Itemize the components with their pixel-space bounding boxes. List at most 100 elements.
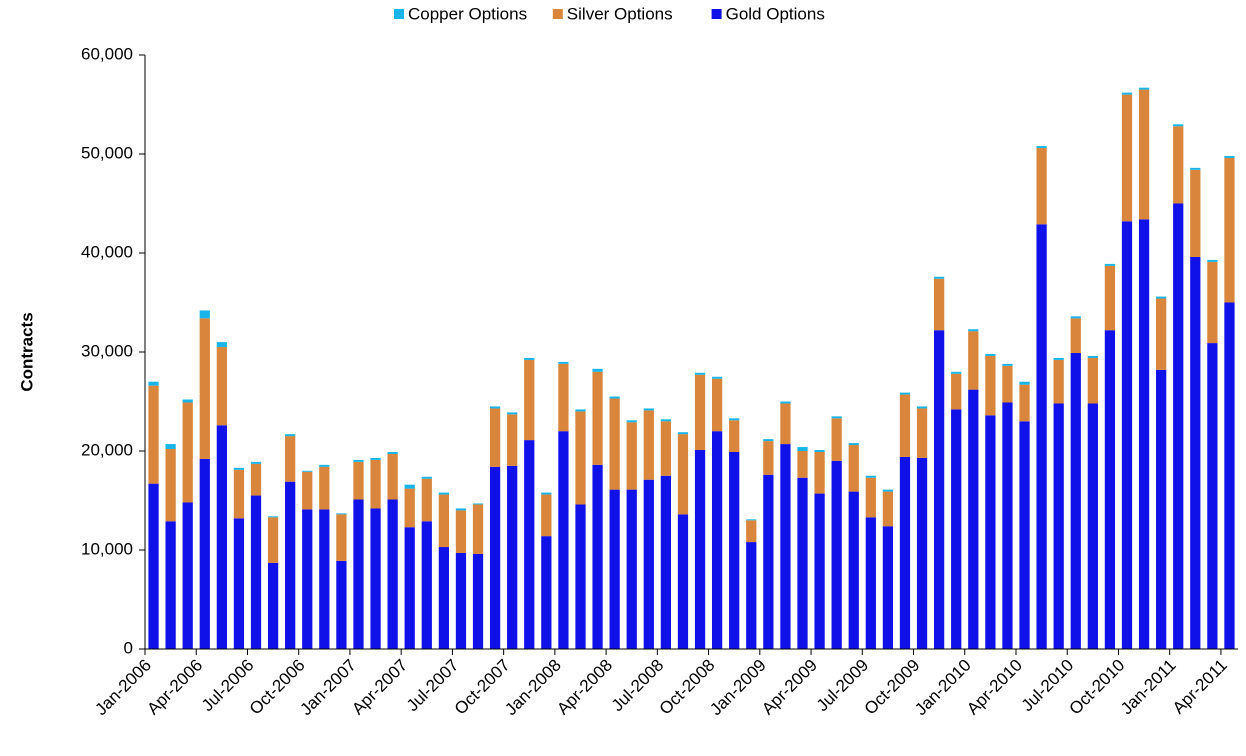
bar-segment	[541, 536, 552, 649]
bar-segment	[250, 461, 262, 464]
bar-segment	[182, 399, 193, 403]
bar-segment	[558, 363, 569, 432]
legend-label: Silver Options	[567, 4, 673, 23]
bar-segment	[353, 459, 364, 462]
bar-segment	[233, 467, 245, 470]
bar-segment	[421, 521, 432, 649]
bar-segment	[763, 439, 774, 442]
bar-segment	[267, 517, 279, 563]
bar-segment	[1070, 318, 1081, 353]
bar-segment	[199, 310, 210, 319]
y-tick-label: 60,000	[81, 44, 133, 63]
bar-segment	[916, 457, 928, 649]
bar-segment	[626, 422, 637, 490]
bar-segment	[1053, 403, 1064, 649]
bar-segment	[1173, 124, 1184, 127]
bar-segment	[660, 421, 672, 476]
bar-segment	[729, 420, 740, 452]
bar-segment	[199, 318, 210, 459]
bar-segment	[1036, 224, 1047, 650]
bar-segment	[746, 542, 757, 649]
bar-segment	[524, 440, 535, 649]
bar-segment	[353, 461, 364, 500]
bar-segment	[455, 552, 467, 649]
bar-segment	[165, 521, 176, 649]
bar-segment	[626, 489, 637, 649]
bar-segment	[797, 477, 808, 649]
bar-segment	[1121, 221, 1133, 649]
bar-segment	[233, 518, 245, 649]
bar-segment	[934, 278, 945, 331]
bar-segment	[575, 411, 586, 505]
bar-segment	[746, 519, 757, 521]
bar-segment	[336, 560, 347, 649]
x-tick-label: Apr-2006	[143, 656, 206, 719]
y-tick-label: 0	[124, 638, 133, 657]
bar-segment	[1070, 352, 1081, 649]
bar-segment	[1173, 203, 1184, 649]
bar-segment	[916, 406, 928, 409]
bar-segment	[609, 398, 620, 490]
bar-segment	[370, 459, 381, 509]
bar-segment	[1224, 302, 1235, 649]
legend-swatch	[552, 9, 563, 19]
bar-segment	[848, 491, 859, 649]
x-tick-label: Apr-2009	[758, 656, 821, 719]
bar-segment	[404, 527, 415, 649]
bar-segment	[216, 347, 227, 426]
bar-segment	[968, 389, 979, 649]
bar-segment	[148, 381, 159, 386]
bar-segment	[865, 475, 876, 478]
y-tick-label: 40,000	[81, 242, 133, 261]
bar-segment	[216, 342, 227, 348]
bar-segment	[285, 436, 296, 482]
bar-segment	[421, 476, 432, 479]
x-tick-label: Jan-2006	[91, 656, 155, 720]
bar-segment	[353, 499, 364, 649]
bar-segment	[934, 276, 945, 279]
bar-segment	[1224, 155, 1235, 158]
bar-segment	[250, 463, 262, 496]
bar-segment	[746, 520, 757, 543]
bar-segment	[267, 562, 279, 649]
bar-segment	[831, 416, 842, 419]
bar-segment	[182, 502, 193, 649]
bar-segment	[575, 409, 586, 412]
bar-segment	[848, 443, 859, 446]
bar-segment	[1207, 261, 1218, 344]
y-tick-label: 10,000	[81, 539, 133, 558]
bar-segment	[285, 481, 296, 649]
bar-segment	[711, 378, 723, 432]
bar-segment	[438, 494, 449, 548]
bar-segment	[882, 491, 894, 527]
bar-segment	[951, 373, 962, 410]
bar-segment	[865, 477, 876, 518]
bar-segment	[1121, 94, 1133, 222]
bar-segment	[660, 475, 672, 649]
bar-segment	[797, 451, 808, 478]
bar-segment	[524, 359, 535, 441]
bar-segment	[780, 444, 791, 649]
x-tick-label: Apr-2007	[348, 656, 411, 719]
bar-segment	[643, 410, 654, 480]
bar-segment	[899, 456, 911, 649]
bar-segment	[780, 403, 791, 445]
bar-segment	[507, 414, 518, 466]
bar-segment	[1104, 330, 1116, 649]
bar-segment	[729, 418, 740, 421]
bar-segment	[404, 484, 415, 489]
bar-segment	[1173, 126, 1184, 204]
bar-segment	[507, 465, 518, 649]
bar-segment	[336, 513, 347, 515]
bar-segment	[1104, 263, 1116, 266]
bar-segment	[1138, 89, 1150, 220]
bar-segment	[370, 457, 381, 460]
x-tick-label: Oct-2010	[1066, 656, 1129, 719]
bar-segment	[148, 385, 159, 484]
bar-segment	[1087, 355, 1098, 358]
bar-segment	[472, 553, 484, 649]
bar-segment	[814, 450, 825, 452]
bar-segment	[541, 494, 552, 537]
bar-segment	[182, 402, 193, 503]
bar-segment	[472, 503, 484, 505]
